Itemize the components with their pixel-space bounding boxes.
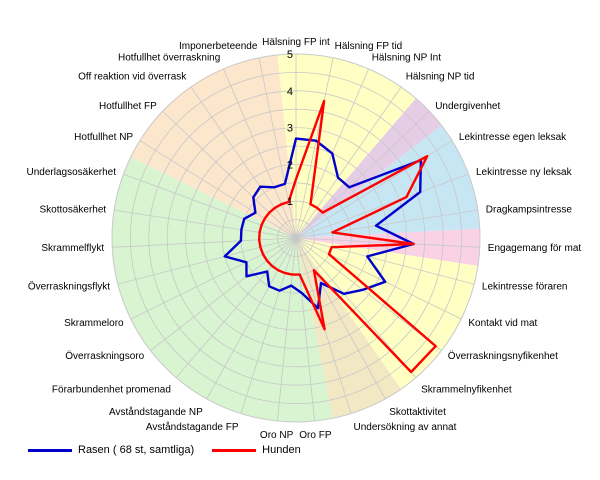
grid-spoke-8 xyxy=(295,209,478,239)
series-lines xyxy=(223,99,437,374)
category-label-21: Överraskningsoro xyxy=(65,350,144,362)
category-label-28: Hotfullhet FP xyxy=(99,101,157,112)
grid-spoke-4 xyxy=(295,86,402,239)
category-label-27: Hotfullhet NP xyxy=(74,132,133,143)
category-label-20: Förarbundenhet promenad xyxy=(52,385,171,396)
category-label-3: Hälsning NP Int xyxy=(372,53,442,64)
category-label-8: Dragkampsintresse xyxy=(486,204,573,215)
legend-label-series-1: Rasen ( 68 st, samtliga) xyxy=(78,444,195,456)
category-label-30: Hotfullhet överraskning xyxy=(118,53,220,64)
category-label-13: Skrammelnyfikenhet xyxy=(421,385,512,396)
grid-spoke-19 xyxy=(206,237,297,400)
category-label-19: Avståndstagande NP xyxy=(109,406,203,418)
category-label-10: Lekintresse föraren xyxy=(482,282,568,293)
grid-spoke-5 xyxy=(295,110,430,239)
grid-spoke-22 xyxy=(130,237,297,320)
grid-spoke-27 xyxy=(139,140,297,239)
grid-spoke-21 xyxy=(150,237,297,351)
tick-label-4: 4 xyxy=(287,86,293,98)
category-label-23: Överraskningsflykt xyxy=(28,281,110,293)
category-label-17: Oro NP xyxy=(260,430,294,441)
series-line-1 xyxy=(223,137,423,310)
category-label-11: Kontakt vid mat xyxy=(468,318,537,329)
legend-swatch-series-1 xyxy=(28,448,72,452)
category-label-4: Hälsning NP tid xyxy=(406,71,475,82)
shading-sector-8 xyxy=(130,54,296,238)
category-label-22: Skrammeloro xyxy=(64,318,124,329)
grid-spoke-10 xyxy=(295,237,475,285)
category-label-9: Engagemang för mat xyxy=(488,243,582,254)
shading-sector-4 xyxy=(296,228,480,266)
category-label-2: Hälsning FP tid xyxy=(335,41,403,52)
grid-spoke-29 xyxy=(190,86,297,239)
shading-sector-3 xyxy=(296,125,480,238)
tick-label-2: 2 xyxy=(287,159,293,171)
grid-spoke-30 xyxy=(223,68,297,239)
grid-spoke-28 xyxy=(162,110,297,239)
tick-label-1: 1 xyxy=(287,196,293,208)
legend-label-series-2: Hunden xyxy=(262,444,301,456)
category-label-24: Skrammelflykt xyxy=(41,243,104,254)
grid-spoke-14 xyxy=(295,237,386,400)
grid-spoke-18 xyxy=(240,237,297,414)
category-label-14: Skottaktivitet xyxy=(389,407,446,418)
grid-spoke-11 xyxy=(295,237,462,320)
category-label-6: Lekintresse egen leksak xyxy=(459,132,567,143)
grid-spoke-9 xyxy=(295,237,480,248)
category-label-16: Oro FP xyxy=(299,430,332,441)
grid-spoke-20 xyxy=(175,237,297,378)
legend-item-series-2: Hunden xyxy=(212,444,301,456)
series-line-2 xyxy=(258,99,437,374)
tick-label-5: 5 xyxy=(287,49,293,61)
grid-spoke-17 xyxy=(276,237,297,422)
category-label-18: Avståndstagande FP xyxy=(146,421,239,433)
grid-spoke-16 xyxy=(295,237,316,422)
legend-item-series-1: Rasen ( 68 st, samtliga) xyxy=(28,444,194,456)
grid-spoke-2 xyxy=(295,57,334,239)
grid-spoke-24 xyxy=(112,237,297,248)
tick-label-3: 3 xyxy=(287,123,293,135)
shading-sector-7 xyxy=(112,156,334,423)
category-label-29: Off reaktion vid överrask xyxy=(78,71,187,82)
category-label-26: Underlagsosäkerhet xyxy=(27,167,117,178)
grid-spoke-23 xyxy=(117,237,297,285)
grid-spoke-26 xyxy=(123,173,297,239)
grid-spoke-25 xyxy=(114,209,297,239)
grid-spoke-7 xyxy=(295,173,469,239)
category-label-12: Överraskningsnyfikenhet xyxy=(448,350,558,362)
radial-tick-labels: 1 2 3 4 5 xyxy=(287,49,293,208)
grid-spoke-31 xyxy=(258,57,297,239)
legend: Rasen ( 68 st, samtliga) Hunden xyxy=(28,444,301,456)
grid-spoke-12 xyxy=(295,237,442,351)
category-label-31: Imponerbeteende xyxy=(179,41,258,52)
category-label-25: Skottosäkerhet xyxy=(39,204,106,215)
category-label-7: Lekintresse ny leksak xyxy=(476,167,573,178)
legend-swatch-series-2 xyxy=(212,448,257,452)
category-label-1: Hälsning FP int xyxy=(262,37,330,48)
category-label-15: Undersökning av annat xyxy=(354,422,457,433)
category-label-5: Undergivenhet xyxy=(435,101,500,112)
